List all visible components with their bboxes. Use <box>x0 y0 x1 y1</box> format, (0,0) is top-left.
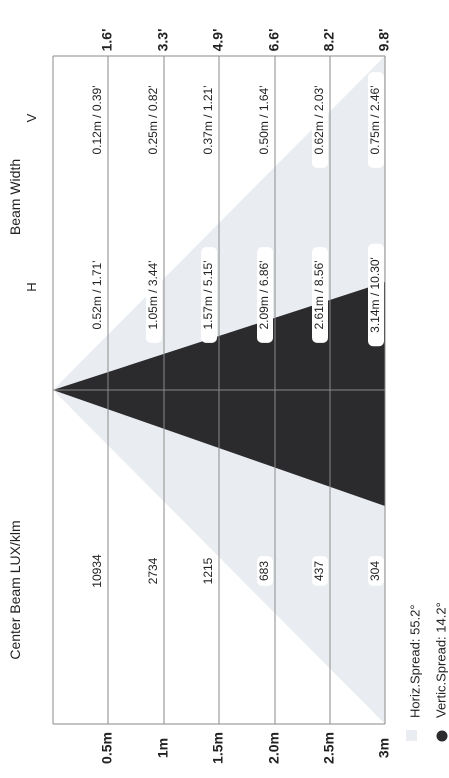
lux-value-5-text: 437 <box>312 561 326 581</box>
h-width-2-bg <box>146 247 162 343</box>
horiz-legend-label: Horiz.Spread: 55.2° <box>407 604 422 718</box>
distance-ft-5: 8.2' <box>321 29 337 52</box>
distance-ft-5-text: 8.2' <box>321 29 337 52</box>
h-width-6-bg <box>368 243 384 347</box>
h-width-5-text: 2.61m / 8.56' <box>312 261 326 330</box>
v-width-4: 0.50m / 1.64' <box>257 86 271 155</box>
lux-value-2: 2734 <box>146 557 160 584</box>
h-width-6: 3.14m / 10.30' <box>368 243 384 347</box>
distance-m-1-text: 0.5m <box>99 732 115 764</box>
lux-value-5-bg <box>312 556 328 586</box>
v-width-5-bg <box>312 72 328 168</box>
horiz-legend-swatch <box>406 730 417 741</box>
distance-m-4: 2.0m <box>266 732 282 764</box>
v-width-2-text: 0.25m / 0.82' <box>146 86 160 155</box>
h-width-2-text: 1.05m / 3.44' <box>146 261 160 330</box>
lux-value-3: 1215 <box>201 557 215 584</box>
distance-ft-6-text: 9.8' <box>376 29 392 52</box>
h-width-6-text: 3.14m / 10.30' <box>368 257 382 333</box>
h-width-1-text: 0.52m / 1.71' <box>90 261 104 330</box>
v-column-label: V <box>24 113 39 122</box>
v-width-6: 0.75m / 2.46' <box>368 72 384 168</box>
lux-value-1-text: 10934 <box>90 554 104 588</box>
distance-ft-4-text: 6.6' <box>266 29 282 52</box>
h-width-5-bg <box>312 247 328 343</box>
lux-value-5: 437 <box>312 556 328 586</box>
h-column-label: H <box>24 282 39 291</box>
h-width-3-bg <box>201 247 217 343</box>
h-width-3-text: 1.57m / 5.15' <box>201 261 215 330</box>
grid-lines <box>52 55 386 725</box>
h-width-4: 2.09m / 6.86' <box>257 247 273 343</box>
lux-value-6-text: 304 <box>368 561 382 581</box>
h-width-2: 1.05m / 3.44' <box>146 247 162 343</box>
distance-m-4-text: 2.0m <box>266 732 282 764</box>
distance-m-5: 2.5m <box>321 732 337 764</box>
distance-ft-1-text: 1.6' <box>99 29 115 52</box>
v-width-3: 0.37m / 1.21' <box>201 86 215 155</box>
distance-m-1: 0.5m <box>99 732 115 764</box>
v-width-5-text: 0.62m / 2.03' <box>312 86 326 155</box>
distance-ft-3: 4.9' <box>210 29 226 52</box>
vertic-legend-label: Vertic.Spread: 14.2° <box>433 602 448 718</box>
lux-value-1: 10934 <box>90 554 104 588</box>
distance-m-6-text: 3m <box>376 738 392 758</box>
lux-value-4: 683 <box>257 556 273 586</box>
v-width-1: 0.12m / 0.39' <box>90 86 104 155</box>
v-width-6-text: 0.75m / 2.46' <box>368 86 382 155</box>
v-width-2: 0.25m / 0.82' <box>146 86 160 155</box>
v-width-5: 0.62m / 2.03' <box>312 72 328 168</box>
distance-m-3-text: 1.5m <box>210 732 226 764</box>
h-width-4-bg <box>257 247 273 343</box>
distance-ft-2-text: 3.3' <box>155 29 171 52</box>
distance-m-3: 1.5m <box>210 732 226 764</box>
distance-m-5-text: 2.5m <box>321 732 337 764</box>
distance-ft-3-text: 4.9' <box>210 29 226 52</box>
lux-value-3-text: 1215 <box>201 557 215 584</box>
h-width-1: 0.52m / 1.71' <box>90 261 104 330</box>
v-width-6-bg <box>368 72 384 168</box>
distance-m-6: 3m <box>376 738 392 758</box>
h-width-4-text: 2.09m / 6.86' <box>257 261 271 330</box>
distance-ft-2: 3.3' <box>155 29 171 52</box>
distance-m-2-text: 1m <box>155 738 171 758</box>
center-beam-header: Center Beam LUX/klm <box>7 520 23 659</box>
lux-value-4-text: 683 <box>257 561 271 581</box>
lux-value-2-text: 2734 <box>146 557 160 584</box>
distance-ft-6: 9.8' <box>376 29 392 52</box>
lux-value-6-bg <box>368 556 384 586</box>
distance-rows: 0.5m 1.6' 10934 0.52m / 1.71' 0.12m / 0.39' 1… <box>90 29 392 764</box>
distance-ft-1: 1.6' <box>99 29 115 52</box>
v-width-1-text: 0.12m / 0.39' <box>90 86 104 155</box>
lux-value-6: 304 <box>368 556 384 586</box>
distance-m-2: 1m <box>155 738 171 758</box>
h-width-5: 2.61m / 8.56' <box>312 247 328 343</box>
vertic-legend-swatch <box>436 730 448 742</box>
lux-value-4-bg <box>257 556 273 586</box>
beam-width-header: Beam Width <box>7 159 23 235</box>
distance-ft-4: 6.6' <box>266 29 282 52</box>
v-width-4-text: 0.50m / 1.64' <box>257 86 271 155</box>
v-width-3-text: 0.37m / 1.21' <box>201 86 215 155</box>
h-width-3: 1.57m / 5.15' <box>201 247 217 343</box>
